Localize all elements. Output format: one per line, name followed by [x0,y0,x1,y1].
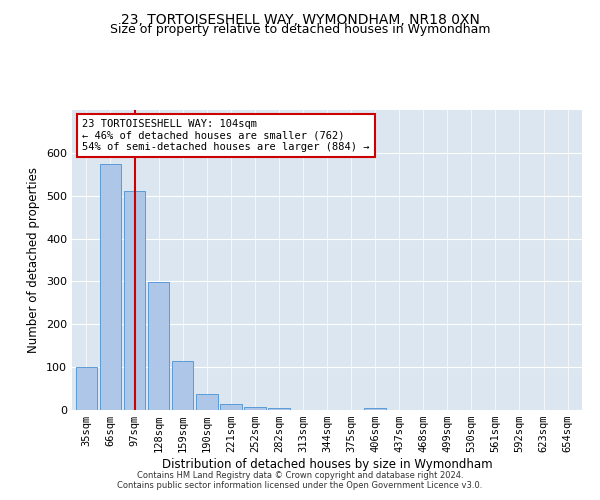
Bar [268,408,290,410]
X-axis label: Distribution of detached houses by size in Wymondham: Distribution of detached houses by size … [161,458,493,471]
Bar [172,360,193,410]
Bar [244,406,266,410]
Bar [100,164,121,410]
Bar [124,192,145,410]
Text: Size of property relative to detached houses in Wymondham: Size of property relative to detached ho… [110,24,490,36]
Bar [364,408,386,410]
Y-axis label: Number of detached properties: Number of detached properties [28,167,40,353]
Text: 23 TORTOISESHELL WAY: 104sqm
← 46% of detached houses are smaller (762)
54% of s: 23 TORTOISESHELL WAY: 104sqm ← 46% of de… [82,119,370,152]
Bar [220,404,242,410]
Text: Contains HM Land Registry data © Crown copyright and database right 2024.
Contai: Contains HM Land Registry data © Crown c… [118,470,482,490]
Text: 23, TORTOISESHELL WAY, WYMONDHAM, NR18 0XN: 23, TORTOISESHELL WAY, WYMONDHAM, NR18 0… [121,12,479,26]
Bar [148,282,169,410]
Bar [76,367,97,410]
Bar [196,394,218,410]
